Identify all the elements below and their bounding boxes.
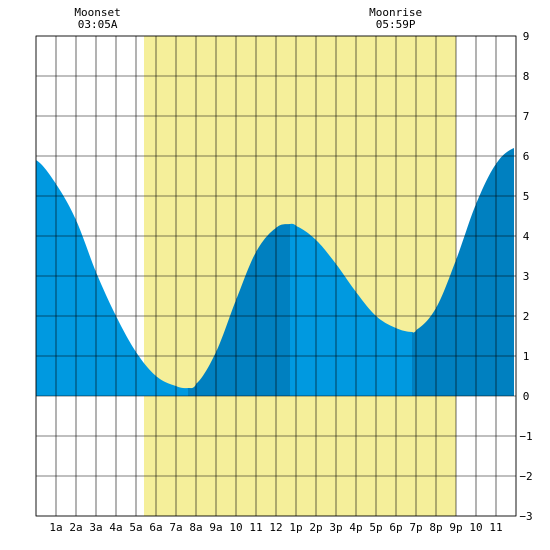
x-tick-label: 9a (209, 521, 222, 534)
grid-layer (35, 35, 517, 517)
y-tick-label: 6 (523, 150, 530, 163)
y-tick-label: 0 (523, 390, 530, 403)
x-tick-label: 3p (329, 521, 342, 534)
x-tick-label: 5p (369, 521, 382, 534)
y-tick-label: 7 (523, 110, 530, 123)
x-tick-label: 11 (489, 521, 502, 534)
x-tick-label: 1p (289, 521, 302, 534)
tide-layer (36, 148, 514, 396)
x-tick-label: 6p (389, 521, 402, 534)
x-tick-label: 7a (169, 521, 182, 534)
tide-area-falling (290, 223, 412, 396)
x-tick-label: 8a (189, 521, 202, 534)
moon-event-time: 05:59P (376, 18, 416, 31)
x-tick-label: 8p (429, 521, 442, 534)
y-tick-label: 8 (523, 70, 530, 83)
x-tick-label: 11 (249, 521, 262, 534)
y-tick-label: 9 (523, 30, 530, 43)
y-tick-label: 3 (523, 270, 530, 283)
tide-area-rising (412, 148, 514, 396)
x-tick-label: 9p (449, 521, 462, 534)
moon-event-label: Moonrise (369, 6, 422, 19)
x-tick-label: 1a (49, 521, 62, 534)
label-layer: 1a 2a 3a 4a 5a 6a 7a 8a 9a 10 11 12 1p 2p 3p 4p 5p 6p 7p 8p… (49, 6, 532, 534)
moon-event-label: Moonset (74, 6, 120, 19)
y-tick-label: 2 (523, 310, 530, 323)
x-tick-label: 7p (409, 521, 422, 534)
y-tick-label: 1 (523, 350, 530, 363)
x-tick-label: 5a (129, 521, 142, 534)
tide-area-falling (36, 160, 188, 396)
y-tick-label: −1 (519, 430, 532, 443)
x-tick-label: 4a (109, 521, 122, 534)
y-tick-label: −2 (519, 470, 532, 483)
x-tick-label: 3a (89, 521, 102, 534)
x-tick-label: 6a (149, 521, 162, 534)
x-tick-label: 10 (469, 521, 482, 534)
y-tick-label: −3 (519, 510, 532, 523)
x-tick-label: 10 (229, 521, 242, 534)
moon-event-time: 03:05A (78, 18, 118, 31)
y-tick-label: 4 (523, 230, 530, 243)
y-tick-label: 5 (523, 190, 530, 203)
tide-area-rising (188, 224, 290, 396)
plot-border (35, 35, 517, 517)
x-tick-label: 4p (349, 521, 362, 534)
x-tick-label: 2a (69, 521, 82, 534)
x-tick-label: 12 (269, 521, 282, 534)
x-tick-label: 2p (309, 521, 322, 534)
